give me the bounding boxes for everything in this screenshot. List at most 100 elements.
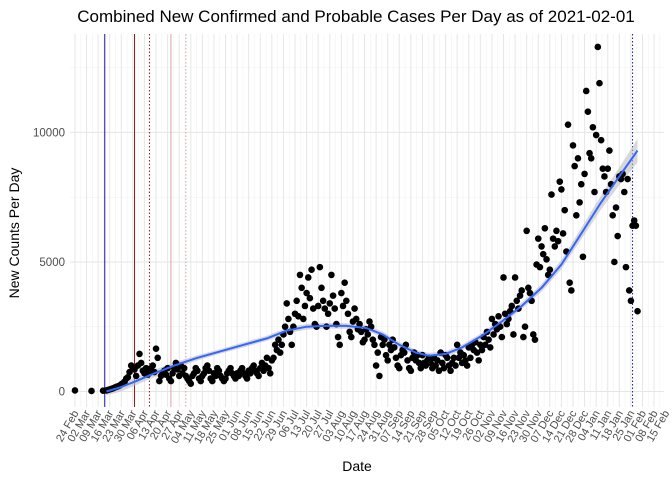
data-point [482,341,489,349]
data-point [634,307,641,315]
data-point [303,289,310,297]
data-point [407,367,415,375]
data-point [548,191,555,198]
data-point [344,310,352,318]
y-tick-label: 0 [59,386,65,398]
data-point [346,328,353,336]
chart-title: Combined New Confirmed and Probable Case… [77,7,635,26]
data-point [309,305,317,312]
data-point [586,149,593,157]
data-point [582,87,590,95]
data-point [255,372,262,380]
data-point [597,136,605,144]
data-point [336,341,343,349]
data-point [283,300,291,307]
data-point [574,155,582,162]
data-point [604,165,612,172]
data-point [525,284,532,292]
y-tick-labels: 0 5000 10000 [33,127,65,398]
data-point [478,346,486,354]
data-point [500,274,507,281]
data-point [338,289,345,297]
data-point [180,364,188,372]
data-point [566,279,573,286]
data-point [622,263,630,271]
data-point [132,372,140,380]
data-point [386,341,393,349]
data-point [564,121,572,128]
data-point [376,372,383,380]
data-point [503,320,511,328]
data-point [295,313,302,320]
data-point [498,333,506,341]
data-point [516,292,524,299]
data-point [250,362,257,369]
data-point [356,320,363,328]
data-point [285,315,292,323]
data-point [197,377,205,385]
data-point [205,367,213,375]
data-point [298,284,305,292]
data-point [546,266,554,274]
data-point [501,310,509,318]
data-point [587,155,595,162]
data-point [299,315,307,323]
data-point [215,367,223,375]
data-point [124,373,132,381]
data-point [488,315,496,323]
data-point [271,341,279,349]
data-point [495,313,502,320]
data-point [167,377,175,385]
data-point [453,341,461,349]
data-point [169,370,176,377]
smooth-trend-line [106,150,639,393]
data-point [331,305,339,312]
y-axis-title: New Counts Per Day [6,168,22,299]
data-point [592,131,600,139]
data-point [553,227,560,235]
data-point [275,336,282,343]
data-point [137,359,145,367]
data-point [611,258,618,266]
data-point [266,370,274,377]
grid [70,34,664,407]
data-point [415,359,423,367]
data-point [384,357,391,364]
data-point [620,188,628,196]
data-point [434,357,441,364]
data-point [265,364,272,372]
data-point [531,336,539,343]
data-point [288,341,296,349]
data-point [435,367,443,375]
data-point [543,256,550,263]
data-point [351,305,358,312]
data-point [278,341,286,349]
data-point [235,372,243,380]
data-point [556,178,564,185]
data-point [156,377,163,385]
data-point [341,279,348,286]
data-point [513,297,521,305]
y-tick-label: 10000 [33,127,65,139]
data-point [395,364,403,372]
data-point [538,243,545,250]
data-point [462,357,469,364]
data-point [238,364,246,372]
data-point [404,357,411,364]
data-points [71,43,641,395]
data-point [432,362,439,369]
data-point [614,232,621,240]
data-point [485,336,492,343]
data-point [366,318,373,325]
data-point [361,336,368,343]
data-point [612,204,620,211]
data-point [71,387,79,394]
data-point [392,354,400,362]
smooth-line [106,150,639,393]
data-point [460,351,468,359]
data-point [443,354,451,362]
data-point [536,263,544,271]
data-point [334,333,342,341]
data-point [523,227,530,235]
